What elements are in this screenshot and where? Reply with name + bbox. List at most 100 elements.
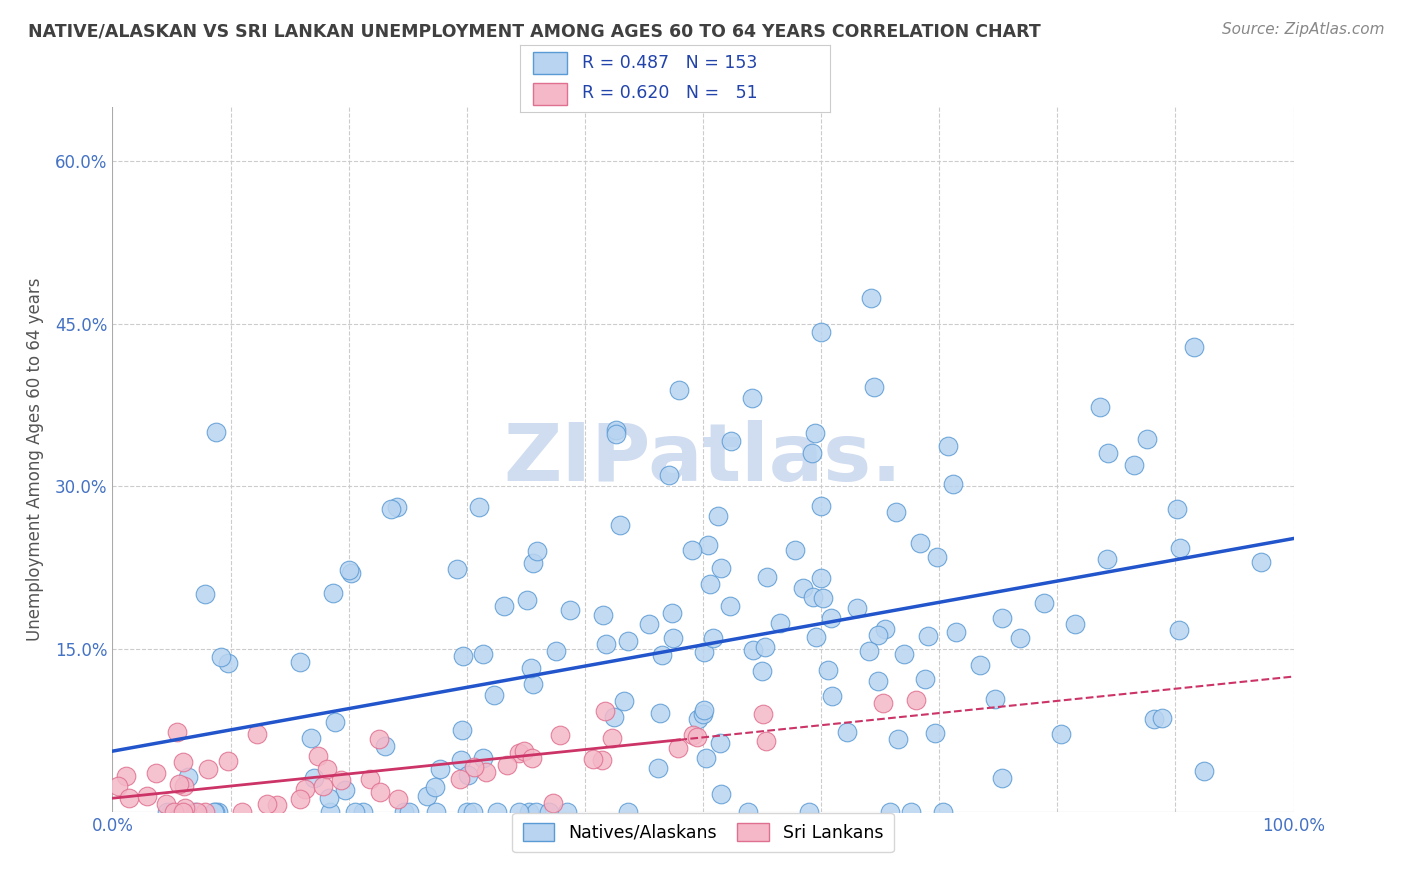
- Point: [344, 805, 367, 819]
- Point: [177, 770, 200, 784]
- Point: [186, 805, 208, 819]
- Point: [751, 706, 773, 721]
- Point: [681, 543, 703, 558]
- Point: [754, 640, 776, 655]
- Point: [197, 762, 219, 776]
- Point: [522, 751, 544, 765]
- Point: [651, 648, 673, 662]
- Point: [162, 805, 184, 819]
- Point: [333, 783, 356, 797]
- Point: [751, 664, 773, 678]
- Point: [1010, 631, 1032, 645]
- Point: [817, 664, 839, 678]
- Point: [991, 771, 1014, 785]
- Point: [482, 688, 505, 702]
- Point: [368, 732, 391, 747]
- Point: [693, 645, 716, 659]
- Point: [385, 500, 408, 514]
- Point: [991, 611, 1014, 625]
- Point: [682, 727, 704, 741]
- Point: [266, 798, 288, 813]
- Point: [884, 505, 907, 519]
- Point: [821, 689, 844, 703]
- Point: [204, 805, 226, 819]
- Point: [914, 672, 936, 686]
- Point: [1250, 555, 1272, 569]
- Point: [172, 805, 194, 819]
- Point: [522, 556, 544, 570]
- Point: [924, 726, 946, 740]
- Point: [352, 805, 374, 819]
- Point: [516, 593, 538, 607]
- Point: [319, 805, 342, 819]
- Point: [755, 734, 778, 748]
- Point: [1032, 596, 1054, 610]
- Point: [593, 704, 616, 718]
- Point: [471, 647, 494, 661]
- Point: [617, 634, 640, 648]
- Point: [908, 536, 931, 550]
- Point: [1088, 400, 1111, 414]
- Point: [718, 599, 741, 613]
- Point: [613, 694, 636, 708]
- Point: [173, 801, 195, 815]
- Point: [1192, 764, 1215, 778]
- Point: [810, 325, 832, 339]
- Point: [1097, 446, 1119, 460]
- Point: [859, 291, 882, 305]
- Point: [886, 731, 908, 746]
- Point: [169, 777, 191, 791]
- Point: [359, 772, 381, 786]
- Point: [592, 607, 614, 622]
- Point: [658, 467, 681, 482]
- Point: [449, 772, 471, 786]
- Point: [453, 648, 475, 663]
- Point: [647, 761, 669, 775]
- Point: [541, 796, 564, 810]
- Point: [804, 426, 827, 441]
- Point: [451, 723, 474, 737]
- Point: [416, 789, 439, 804]
- Point: [316, 762, 339, 776]
- Text: Source: ZipAtlas.com: Source: ZipAtlas.com: [1222, 22, 1385, 37]
- Point: [256, 797, 278, 812]
- Point: [801, 446, 824, 460]
- Point: [155, 797, 177, 811]
- Point: [461, 805, 484, 819]
- Point: [900, 805, 922, 819]
- Point: [207, 805, 229, 819]
- Point: [512, 744, 534, 758]
- Point: [1170, 541, 1192, 555]
- Point: [810, 499, 832, 513]
- Point: [1095, 552, 1118, 566]
- Point: [862, 380, 884, 394]
- Point: [785, 543, 807, 558]
- Point: [537, 805, 560, 819]
- Text: R = 0.620   N =   51: R = 0.620 N = 51: [582, 84, 758, 102]
- Point: [1123, 458, 1146, 472]
- Point: [294, 782, 316, 797]
- Point: [873, 622, 896, 636]
- Point: [661, 631, 683, 645]
- Point: [517, 805, 540, 819]
- Point: [544, 643, 567, 657]
- Point: [932, 805, 955, 819]
- Point: [209, 650, 232, 665]
- Point: [118, 791, 141, 805]
- Point: [984, 692, 1007, 706]
- Point: [468, 500, 491, 514]
- Point: [392, 805, 415, 819]
- Point: [1064, 616, 1087, 631]
- Point: [173, 779, 195, 793]
- Point: [1167, 623, 1189, 637]
- Point: [917, 629, 939, 643]
- Point: [522, 677, 544, 691]
- Point: [591, 753, 613, 767]
- Point: [893, 647, 915, 661]
- Point: [475, 765, 498, 780]
- Point: [936, 439, 959, 453]
- Point: [866, 628, 889, 642]
- Point: [425, 805, 447, 819]
- Point: [801, 590, 824, 604]
- Point: [707, 509, 730, 524]
